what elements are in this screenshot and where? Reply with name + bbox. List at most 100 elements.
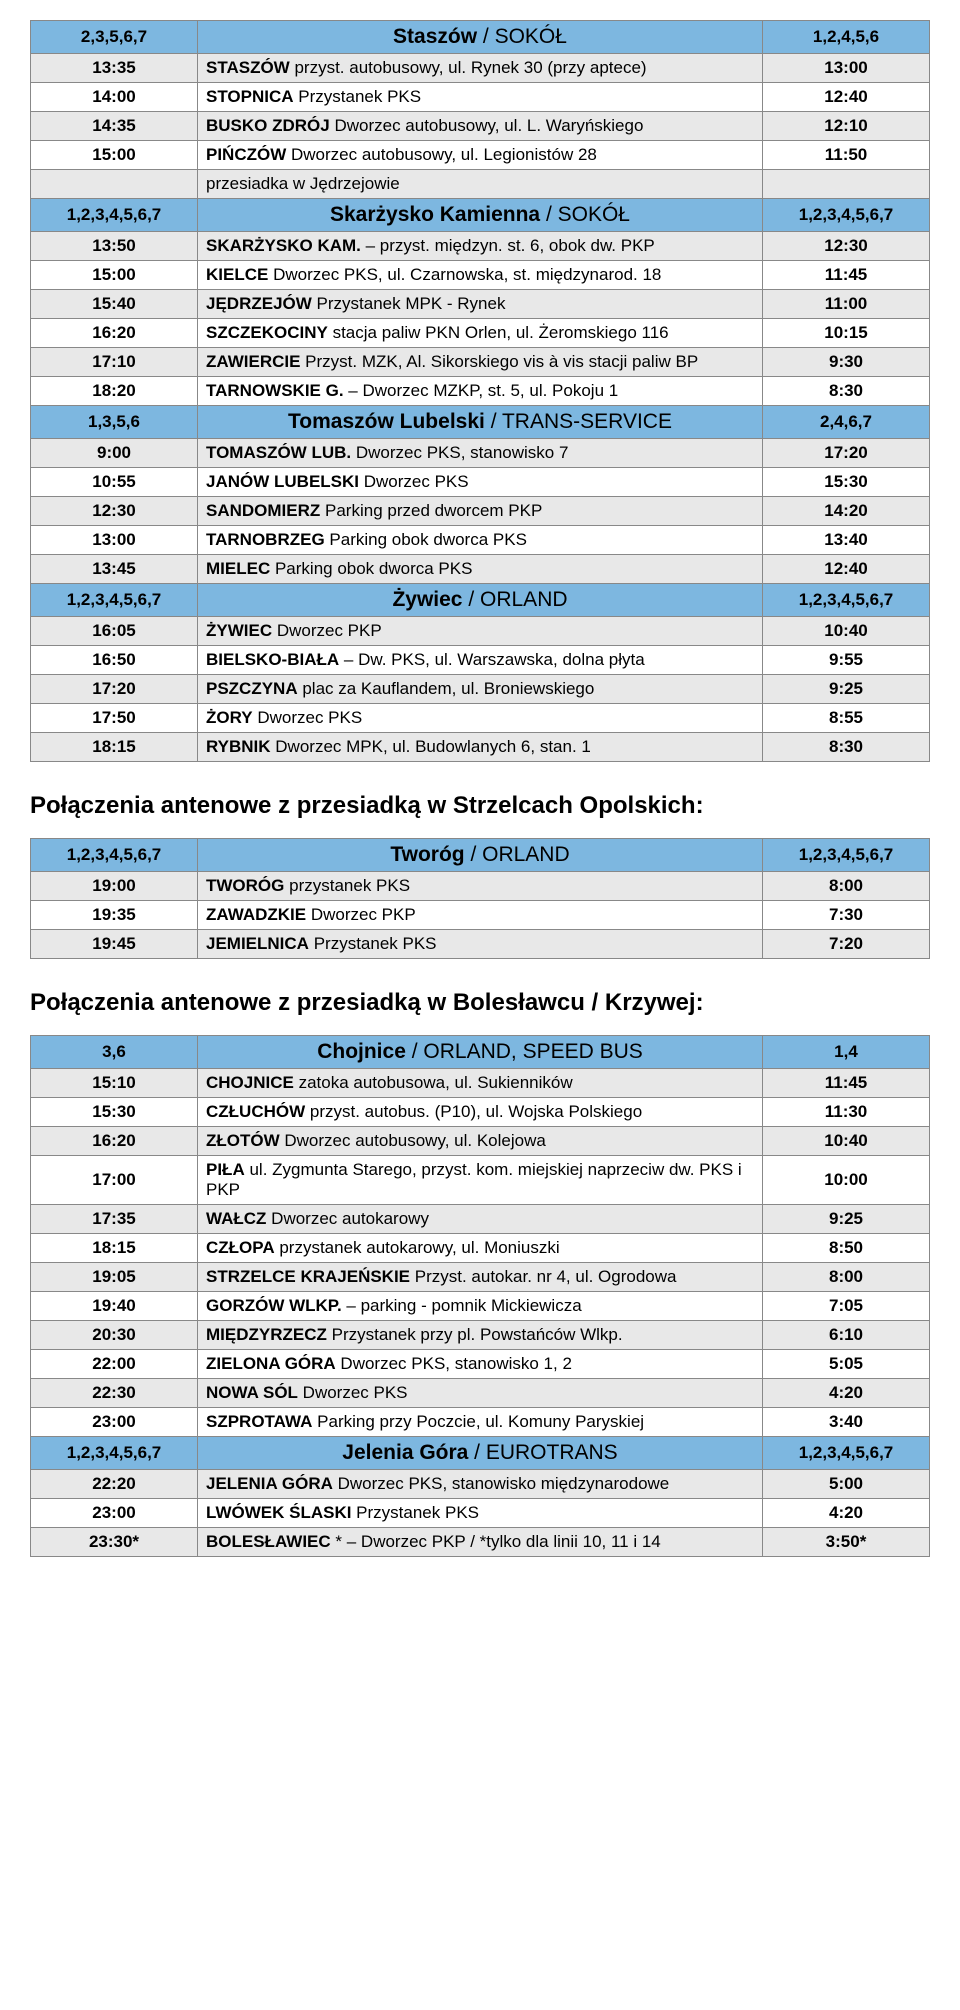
table-row: 19:00TWORÓG przystanek PKS8:00	[31, 872, 930, 901]
table-row: 18:15RYBNIK Dworzec MPK, ul. Budowlanych…	[31, 733, 930, 762]
stop-cell: STASZÓW przyst. autobusowy, ul. Rynek 30…	[198, 54, 763, 83]
time-left: 15:00	[31, 141, 198, 170]
time-left: 15:00	[31, 261, 198, 290]
table-row: 13:35STASZÓW przyst. autobusowy, ul. Ryn…	[31, 54, 930, 83]
table-row: 15:00KIELCE Dworzec PKS, ul. Czarnowska,…	[31, 261, 930, 290]
time-right: 11:45	[763, 1069, 930, 1098]
table-row: 10:55JANÓW LUBELSKI Dworzec PKS15:30	[31, 468, 930, 497]
stop-cell: MIELEC Parking obok dworca PKS	[198, 555, 763, 584]
time-right: 8:50	[763, 1234, 930, 1263]
stop-cell: STOPNICA Przystanek PKS	[198, 83, 763, 112]
stop-cell: PSZCZYNA plac za Kauflandem, ul. Broniew…	[198, 675, 763, 704]
table-row: 22:20JELENIA GÓRA Dworzec PKS, stanowisk…	[31, 1470, 930, 1499]
table-row: przesiadka w Jędrzejowie	[31, 170, 930, 199]
time-left: 16:20	[31, 319, 198, 348]
time-right: 1,2,3,4,5,6,7	[763, 584, 930, 617]
time-right: 4:20	[763, 1499, 930, 1528]
stop-cell: Tomaszów Lubelski / TRANS-SERVICE	[198, 406, 763, 439]
stop-cell: LWÓWEK ŚLASKI Przystanek PKS	[198, 1499, 763, 1528]
time-left: 20:30	[31, 1321, 198, 1350]
time-left: 19:45	[31, 930, 198, 959]
time-left: 13:45	[31, 555, 198, 584]
table-row: 1,3,5,6Tomaszów Lubelski / TRANS-SERVICE…	[31, 406, 930, 439]
time-right: 11:50	[763, 141, 930, 170]
time-left: 16:20	[31, 1127, 198, 1156]
time-right: 9:55	[763, 646, 930, 675]
time-right: 5:00	[763, 1470, 930, 1499]
time-right: 8:30	[763, 733, 930, 762]
table-row: 15:40JĘDRZEJÓW Przystanek MPK - Rynek11:…	[31, 290, 930, 319]
table-row: 18:20TARNOWSKIE G. – Dworzec MZKP, st. 5…	[31, 377, 930, 406]
time-left: 18:20	[31, 377, 198, 406]
route-operator: / SOKÓŁ	[540, 203, 630, 226]
time-right: 7:05	[763, 1292, 930, 1321]
stop-cell: SZPROTAWA Parking przy Poczcie, ul. Komu…	[198, 1408, 763, 1437]
time-left: 9:00	[31, 439, 198, 468]
table-row: 17:20PSZCZYNA plac za Kauflandem, ul. Br…	[31, 675, 930, 704]
table-row: 23:00SZPROTAWA Parking przy Poczcie, ul.…	[31, 1408, 930, 1437]
stop-cell: Jelenia Góra / EUROTRANS	[198, 1437, 763, 1470]
route-city: Tworóg	[390, 843, 464, 866]
stop-cell: ŻORY Dworzec PKS	[198, 704, 763, 733]
table-row: 20:30MIĘDZYRZECZ Przystanek przy pl. Pow…	[31, 1321, 930, 1350]
table-row: 23:30*BOLESŁAWIEC * – Dworzec PKP / *tyl…	[31, 1528, 930, 1557]
table-row: 16:50BIELSKO-BIAŁA – Dw. PKS, ul. Warsza…	[31, 646, 930, 675]
time-right: 7:30	[763, 901, 930, 930]
stop-cell: GORZÓW WLKP. – parking - pomnik Mickiewi…	[198, 1292, 763, 1321]
stop-cell: BUSKO ZDRÓJ Dworzec autobusowy, ul. L. W…	[198, 112, 763, 141]
table-row: 22:30NOWA SÓL Dworzec PKS4:20	[31, 1379, 930, 1408]
time-left: 18:15	[31, 733, 198, 762]
stop-cell: CHOJNICE zatoka autobusowa, ul. Sukienni…	[198, 1069, 763, 1098]
time-right: 10:40	[763, 617, 930, 646]
time-right: 15:30	[763, 468, 930, 497]
time-right: 12:40	[763, 83, 930, 112]
time-left: 16:05	[31, 617, 198, 646]
table-row: 16:05ŻYWIEC Dworzec PKP10:40	[31, 617, 930, 646]
time-right: 11:00	[763, 290, 930, 319]
time-right: 11:30	[763, 1098, 930, 1127]
route-operator: / SOKÓŁ	[477, 25, 567, 48]
stop-cell: PIŃCZÓW Dworzec autobusowy, ul. Legionis…	[198, 141, 763, 170]
route-city: Staszów	[393, 25, 477, 48]
time-right	[763, 170, 930, 199]
stop-cell: ZAWADZKIE Dworzec PKP	[198, 901, 763, 930]
time-right: 8:00	[763, 1263, 930, 1292]
time-left: 15:10	[31, 1069, 198, 1098]
time-left: 1,2,3,4,5,6,7	[31, 199, 198, 232]
stop-cell: RYBNIK Dworzec MPK, ul. Budowlanych 6, s…	[198, 733, 763, 762]
time-right: 4:20	[763, 1379, 930, 1408]
stop-cell: STRZELCE KRAJEŃSKIE Przyst. autokar. nr …	[198, 1263, 763, 1292]
table-row: 1,2,3,4,5,6,7Skarżysko Kamienna / SOKÓŁ1…	[31, 199, 930, 232]
table-row: 19:05STRZELCE KRAJEŃSKIE Przyst. autokar…	[31, 1263, 930, 1292]
stop-cell: Staszów / SOKÓŁ	[198, 21, 763, 54]
time-left: 15:30	[31, 1098, 198, 1127]
time-left: 22:30	[31, 1379, 198, 1408]
time-left: 1,2,3,4,5,6,7	[31, 1437, 198, 1470]
route-city: Tomaszów Lubelski	[288, 410, 485, 433]
table-row: 19:35ZAWADZKIE Dworzec PKP7:30	[31, 901, 930, 930]
stop-cell: CZŁOPA przystanek autokarowy, ul. Monius…	[198, 1234, 763, 1263]
time-left: 15:40	[31, 290, 198, 319]
table-row: 1,2,3,4,5,6,7Tworóg / ORLAND1,2,3,4,5,6,…	[31, 839, 930, 872]
time-right: 1,2,4,5,6	[763, 21, 930, 54]
time-left: 1,3,5,6	[31, 406, 198, 439]
stop-cell: JĘDRZEJÓW Przystanek MPK - Rynek	[198, 290, 763, 319]
stop-cell: JANÓW LUBELSKI Dworzec PKS	[198, 468, 763, 497]
table-row: 23:00LWÓWEK ŚLASKI Przystanek PKS4:20	[31, 1499, 930, 1528]
route-city: Chojnice	[317, 1040, 406, 1063]
time-left: 13:00	[31, 526, 198, 555]
route-city: Jelenia Góra	[342, 1441, 468, 1464]
time-left: 17:00	[31, 1156, 198, 1205]
stop-cell: BIELSKO-BIAŁA – Dw. PKS, ul. Warszawska,…	[198, 646, 763, 675]
table-row: 3,6Chojnice / ORLAND, SPEED BUS1,4	[31, 1036, 930, 1069]
time-right: 1,2,3,4,5,6,7	[763, 1437, 930, 1470]
route-operator: / ORLAND	[463, 588, 568, 611]
time-right: 12:30	[763, 232, 930, 261]
table-row: 19:45JEMIELNICA Przystanek PKS7:20	[31, 930, 930, 959]
route-operator: / ORLAND, SPEED BUS	[406, 1040, 643, 1063]
time-right: 5:05	[763, 1350, 930, 1379]
stop-cell: ZAWIERCIE Przyst. MZK, Al. Sikorskiego v…	[198, 348, 763, 377]
stop-cell: MIĘDZYRZECZ Przystanek przy pl. Powstańc…	[198, 1321, 763, 1350]
table-row: 22:00ZIELONA GÓRA Dworzec PKS, stanowisk…	[31, 1350, 930, 1379]
table-row: 17:00PIŁA ul. Zygmunta Starego, przyst. …	[31, 1156, 930, 1205]
